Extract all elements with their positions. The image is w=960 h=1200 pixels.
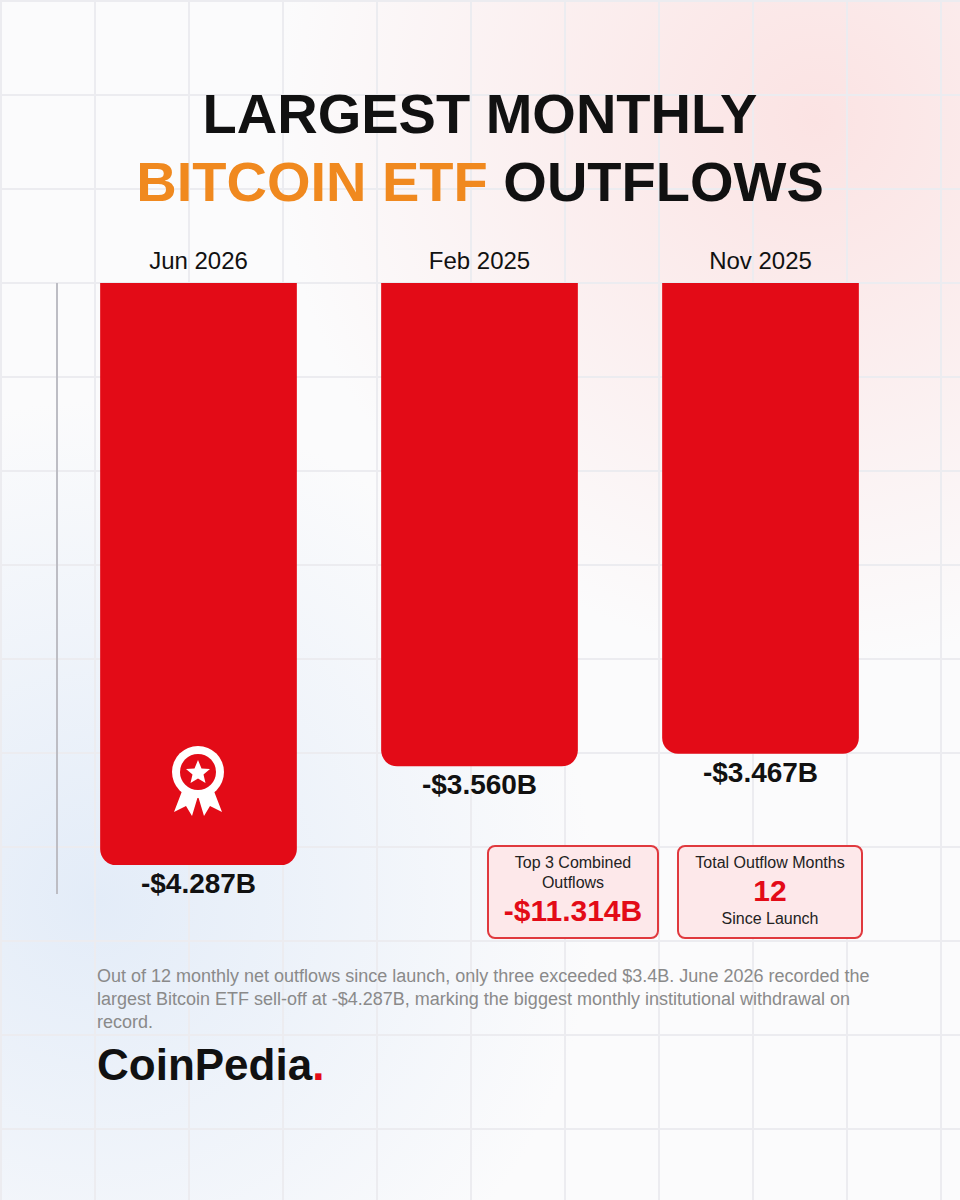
html-text:LARGEST MONTHLY: LARGEST MONTHLY (202, 82, 758, 145)
svg-text:-$3.467B: -$3.467B (703, 757, 818, 788)
html-text:Out of 12 monthly net outflows: Out of 12 monthly net outflows since lau… (97, 966, 870, 1032)
html-text:Total Outflow Months: Total Outflow Months (695, 854, 845, 871)
html-text:12: 12 (753, 874, 787, 907)
svg-text:-$4.287B: -$4.287B (141, 868, 256, 899)
svg-text:-$3.560B: -$3.560B (422, 769, 537, 800)
svg-text:Nov 2025: Nov 2025 (709, 247, 812, 274)
html-text:Since Launch: Since Launch (721, 910, 819, 927)
html-text:Top 3 Combined Outflows: Top 3 Combined Outflows (514, 854, 632, 891)
html-text:BITCOIN ETF OUTFLOWS: BITCOIN ETF OUTFLOWS (136, 150, 824, 213)
html-text:-$11.314B: -$11.314B (503, 894, 643, 927)
svg-text:Feb 2025: Feb 2025 (429, 247, 530, 274)
svg-text:Jun 2026: Jun 2026 (149, 247, 248, 274)
html-text:CoinPedia.: CoinPedia. (97, 1040, 325, 1089)
